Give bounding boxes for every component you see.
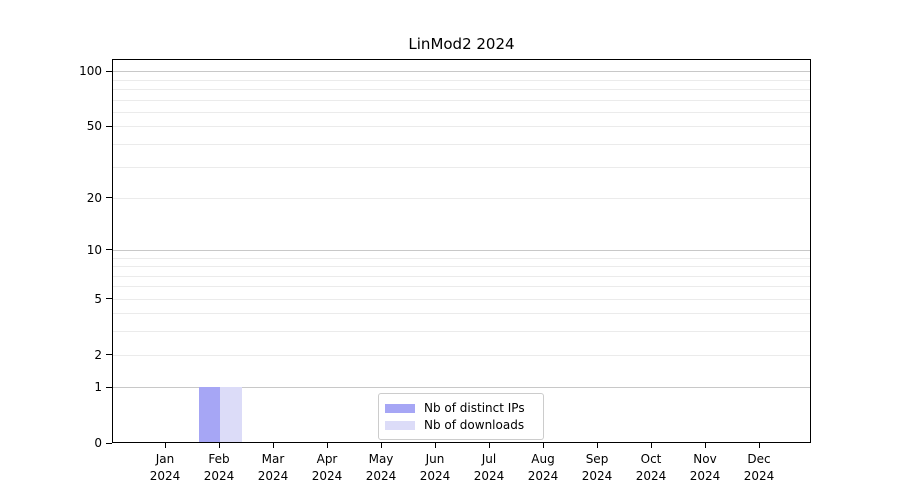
legend-label-downloads: Nb of downloads <box>424 418 525 432</box>
gridline-y-100 <box>113 71 810 73</box>
y-tick-label: 10 <box>86 242 102 257</box>
x-tick-label-apr: Apr 2024 <box>311 452 343 483</box>
minor-gridline <box>113 266 810 268</box>
minor-gridline <box>113 313 810 315</box>
gridline-y-2 <box>113 354 810 356</box>
x-tick-mark <box>759 443 760 448</box>
y-tick-label: 20 <box>86 190 102 205</box>
x-tick-label-may: May 2024 <box>365 452 397 483</box>
x-tick-mark <box>597 443 598 448</box>
x-tick-mark <box>489 443 490 448</box>
y-tick-mark <box>106 249 112 251</box>
y-tick-mark <box>106 197 112 199</box>
x-tick-label-mar: Mar 2024 <box>257 452 289 483</box>
gridline-y-1 <box>113 387 810 389</box>
legend-item-distinct-ips: Nb of distinct IPs <box>385 400 535 416</box>
minor-gridline <box>113 112 810 114</box>
legend-item-downloads: Nb of downloads <box>385 417 535 433</box>
plot-area <box>112 59 811 443</box>
x-tick-label-aug: Aug 2024 <box>527 452 559 483</box>
x-tick-label-oct: Oct 2024 <box>635 452 667 483</box>
x-tick-label-jul: Jul 2024 <box>473 452 505 483</box>
legend: Nb of distinct IPs Nb of downloads <box>378 393 544 440</box>
gridline-y-5 <box>113 298 810 300</box>
y-tick-label: 1 <box>94 380 102 395</box>
y-tick-label: 100 <box>79 64 102 79</box>
chart-title: LinMod2 2024 <box>408 35 515 53</box>
y-tick-mark <box>106 354 112 356</box>
minor-gridline <box>113 99 810 101</box>
legend-swatch-downloads <box>385 420 415 430</box>
minor-gridline <box>113 275 810 277</box>
x-tick-label-jan: Jan 2024 <box>149 452 181 483</box>
x-tick-label-jun: Jun 2024 <box>419 452 451 483</box>
minor-gridline <box>113 331 810 333</box>
minor-gridline <box>113 89 810 91</box>
minor-gridline <box>113 257 810 259</box>
minor-gridline <box>113 79 810 81</box>
gridline-y-20 <box>113 197 810 199</box>
x-tick-mark <box>435 443 436 448</box>
y-tick-label: 0 <box>94 436 102 450</box>
legend-swatch-distinct-ips <box>385 403 415 413</box>
x-tick-mark <box>273 443 274 448</box>
minor-gridline <box>113 166 810 168</box>
x-tick-mark <box>219 443 220 448</box>
x-tick-label-feb: Feb 2024 <box>203 452 235 483</box>
x-tick-mark <box>705 443 706 448</box>
y-tick-mark <box>106 125 112 127</box>
y-tick-mark <box>106 442 112 444</box>
bar-nb-of-distinct-ips-feb-2024 <box>198 387 220 442</box>
x-tick-mark <box>381 443 382 448</box>
x-tick-mark <box>165 443 166 448</box>
minor-gridline <box>113 286 810 288</box>
minor-gridline <box>113 144 810 146</box>
x-tick-label-dec: Dec 2024 <box>743 452 775 483</box>
y-tick-label: 5 <box>94 291 102 306</box>
gridline-y-50 <box>113 126 810 128</box>
x-tick-mark <box>327 443 328 448</box>
legend-label-distinct-ips: Nb of distinct IPs <box>424 401 525 415</box>
gridline-y-10 <box>113 249 810 251</box>
y-tick-mark <box>106 298 112 300</box>
y-tick-label: 50 <box>86 119 102 134</box>
y-tick-mark <box>106 386 112 388</box>
bar-nb-of-downloads-feb-2024 <box>220 387 242 442</box>
y-tick-mark <box>106 70 112 72</box>
x-tick-mark <box>543 443 544 448</box>
x-tick-label-nov: Nov 2024 <box>689 452 721 483</box>
x-tick-label-sep: Sep 2024 <box>581 452 613 483</box>
y-tick-label: 2 <box>94 347 102 362</box>
x-tick-mark <box>651 443 652 448</box>
